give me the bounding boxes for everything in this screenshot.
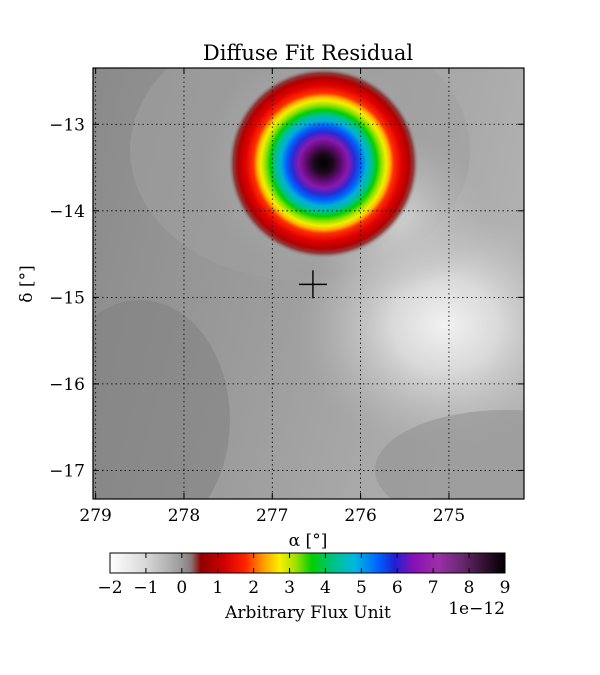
colorbar-tick-label: 7 (428, 578, 439, 598)
x-tick-label: 278 (168, 506, 200, 526)
colorbar-label: Arbitrary Flux Unit (224, 603, 391, 623)
x-axis-label: α [°] (289, 531, 328, 551)
colorbar-tick-label: −1 (133, 578, 158, 598)
y-tick-label: −13 (49, 115, 85, 135)
x-axis: 279 278 277 276 275 (79, 68, 465, 526)
colorbar-ticks: −2 −1 0 1 2 3 4 5 6 7 8 9 (97, 553, 510, 598)
colorbar-tick-label: 6 (392, 578, 403, 598)
colorbar-tick-label: 8 (464, 578, 475, 598)
x-tick-label: 275 (433, 506, 465, 526)
chart-title: Diffuse Fit Residual (203, 41, 413, 65)
y-tick-label: −17 (49, 461, 85, 481)
colorbar-tick-label: 2 (248, 578, 259, 598)
y-tick-label: −16 (49, 375, 85, 395)
colorbar-tick-label: 5 (356, 578, 367, 598)
y-tick-label: −14 (49, 202, 85, 222)
colorbar-tick-label: 0 (176, 578, 187, 598)
colorbar-tick-label: 4 (320, 578, 331, 598)
colorbar-tick-label: 3 (284, 578, 295, 598)
source-residual (228, 68, 419, 259)
plot-frame (92, 67, 525, 500)
colorbar-tick-label: 1 (212, 578, 223, 598)
colorbar: −2 −1 0 1 2 3 4 5 6 7 8 9 Arbitrary Flux Unit 1e−12 (97, 552, 510, 623)
y-axis-label: δ [°] (17, 265, 37, 302)
colorbar-tick-label: 9 (500, 578, 511, 598)
y-axis: −13 −14 −15 −16 −17 (49, 115, 524, 481)
marker-cross (298, 270, 327, 299)
x-tick-label: 277 (256, 506, 288, 526)
x-tick-label: 276 (344, 506, 376, 526)
x-tick-label: 279 (79, 506, 111, 526)
colorbar-tick-label: −2 (97, 578, 122, 598)
y-tick-label: −15 (49, 288, 85, 308)
colorbar-scale-label: 1e−12 (448, 599, 505, 619)
plot-area (93, 68, 524, 499)
colorbar-gradient (109, 552, 506, 574)
